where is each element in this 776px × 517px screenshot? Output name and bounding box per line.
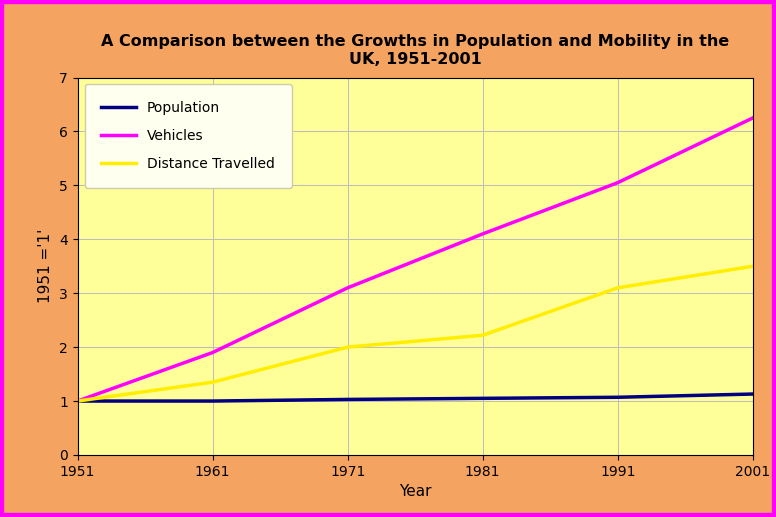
Distance Travelled bbox=[343, 344, 352, 350]
Vehicles bbox=[613, 179, 622, 186]
Vehicles bbox=[478, 231, 487, 237]
Line: Vehicles: Vehicles bbox=[78, 118, 753, 401]
Population bbox=[478, 395, 487, 401]
Title: A Comparison between the Growths in Population and Mobility in the
UK, 1951-2001: A Comparison between the Growths in Popu… bbox=[101, 34, 729, 67]
Population bbox=[208, 398, 217, 404]
Population bbox=[343, 397, 352, 403]
Population bbox=[613, 394, 622, 400]
Distance Travelled bbox=[73, 398, 82, 404]
Distance Travelled bbox=[208, 379, 217, 385]
Distance Travelled bbox=[613, 285, 622, 291]
Distance Travelled bbox=[478, 332, 487, 338]
Vehicles bbox=[748, 115, 757, 121]
Population bbox=[73, 398, 82, 404]
Population bbox=[748, 391, 757, 397]
Vehicles bbox=[73, 398, 82, 404]
Legend: Population, Vehicles, Distance Travelled: Population, Vehicles, Distance Travelled bbox=[85, 84, 292, 188]
Line: Population: Population bbox=[78, 394, 753, 401]
Line: Distance Travelled: Distance Travelled bbox=[78, 266, 753, 401]
X-axis label: Year: Year bbox=[399, 484, 431, 499]
Vehicles bbox=[343, 285, 352, 291]
Y-axis label: 1951 ='1': 1951 ='1' bbox=[39, 229, 54, 303]
Vehicles bbox=[208, 349, 217, 356]
Distance Travelled bbox=[748, 263, 757, 269]
